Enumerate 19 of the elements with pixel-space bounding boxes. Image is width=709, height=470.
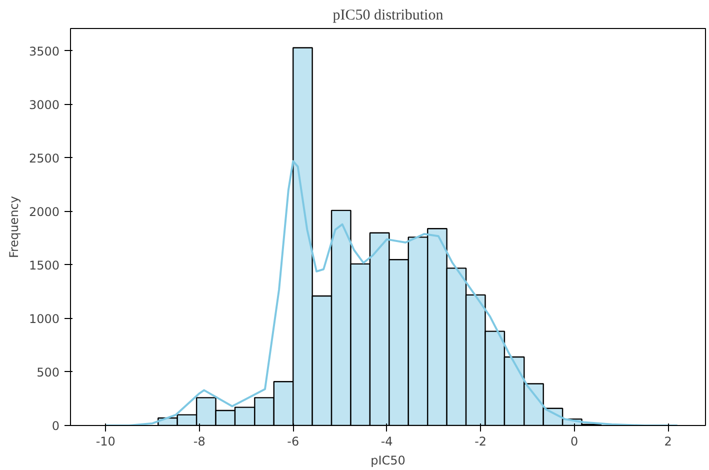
y-tick-label: 3000 — [28, 98, 60, 112]
x-tick-label: 0 — [570, 434, 578, 448]
x-tick-label: -4 — [380, 434, 393, 448]
x-tick-label: 2 — [664, 434, 672, 448]
x-axis-title: pIC50 — [370, 454, 406, 468]
x-tick-label: -8 — [193, 434, 206, 448]
y-tick-label: 1000 — [28, 312, 60, 326]
chart-title: pIC50 distribution — [332, 8, 444, 24]
y-tick-label: 2500 — [28, 151, 60, 166]
y-tick-label: 0 — [52, 419, 60, 433]
y-tick-label: 2000 — [28, 204, 60, 219]
y-tick-label: 500 — [36, 365, 60, 380]
y-tick-label: 3500 — [28, 44, 60, 58]
x-tick-label: -10 — [96, 434, 116, 448]
line-series — [104, 160, 678, 426]
y-tick-label: 1500 — [28, 258, 60, 272]
y-axis-title: Frequency — [6, 196, 21, 258]
x-tick-label: -6 — [287, 434, 300, 448]
x-tick-label: -2 — [474, 434, 487, 448]
